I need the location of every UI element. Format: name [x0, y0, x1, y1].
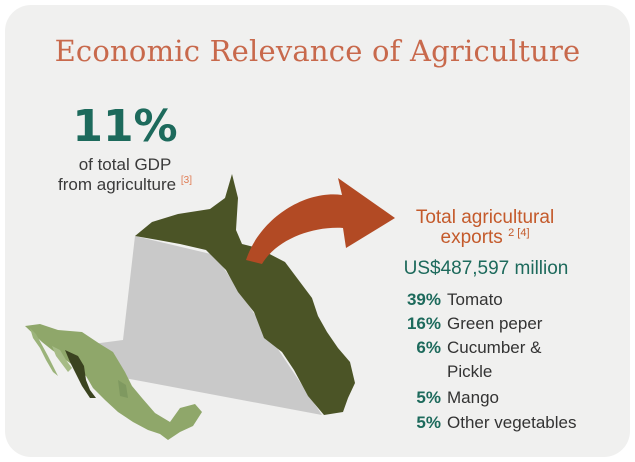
export-item: 39% Tomato	[380, 290, 503, 312]
gdp-caption-line1: of total GDP	[78, 155, 172, 174]
export-item: 5% Mango	[380, 388, 499, 410]
export-item-pct: 16%	[406, 314, 441, 333]
gdp-reference: [3]	[180, 175, 192, 186]
export-item-name: Green peper	[447, 314, 543, 333]
exports-title-text: exports	[440, 227, 503, 248]
gdp-percentage: 11%	[72, 101, 178, 152]
exports-total: US$487,597 million	[403, 258, 569, 279]
export-item-name: Tomato	[447, 290, 503, 309]
curved-arrow-icon	[246, 178, 395, 264]
gdp-caption-line2: from agriculture [3]	[40, 175, 210, 194]
export-item-pct: 6%	[416, 338, 441, 357]
export-item: 6% Cucumber &	[380, 338, 541, 360]
export-item-name: Mango	[447, 388, 499, 407]
export-item: 5% Other vegetables	[380, 413, 576, 435]
export-item-name: Other vegetables	[447, 413, 577, 432]
exports-reference: 2 [4]	[508, 227, 530, 239]
export-item: 16% Green peper	[380, 314, 542, 336]
page-title: Economic Relevance of Agriculture	[54, 34, 581, 68]
export-item: Pickle	[380, 362, 492, 384]
export-item-pct: 39%	[406, 290, 441, 309]
export-item-name: Cucumber &	[447, 338, 542, 357]
export-item-pct: 5%	[416, 413, 441, 432]
exports-title-line2: exports 2 [4]	[400, 227, 570, 248]
export-item-pct: 5%	[416, 388, 441, 407]
export-item-name: Pickle	[447, 362, 493, 381]
gdp-caption-text: from agriculture	[58, 175, 177, 194]
zoom-projection	[85, 236, 322, 415]
mexico-map	[25, 324, 202, 440]
exports-title-line1: Total agricultural	[415, 207, 555, 228]
sinaloa-region-map	[135, 174, 355, 415]
